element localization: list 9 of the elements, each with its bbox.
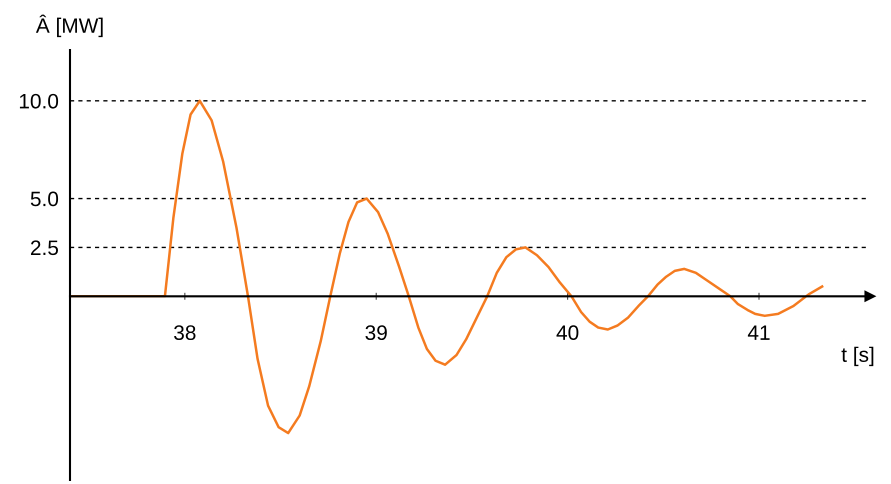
x-axis-title: t [s]: [842, 346, 874, 366]
y-tick-label: 5.0: [30, 192, 58, 206]
x-tick-label: 39: [365, 325, 387, 340]
y-tick-label: 2.5: [30, 240, 58, 256]
y-axis-title: Â [MW]: [36, 14, 103, 38]
x-tick-label: 40: [556, 325, 578, 340]
x-tick-label: 41: [748, 326, 770, 340]
x-tick-label: 38: [174, 325, 196, 340]
y-tick-label: 10.0: [20, 94, 58, 109]
